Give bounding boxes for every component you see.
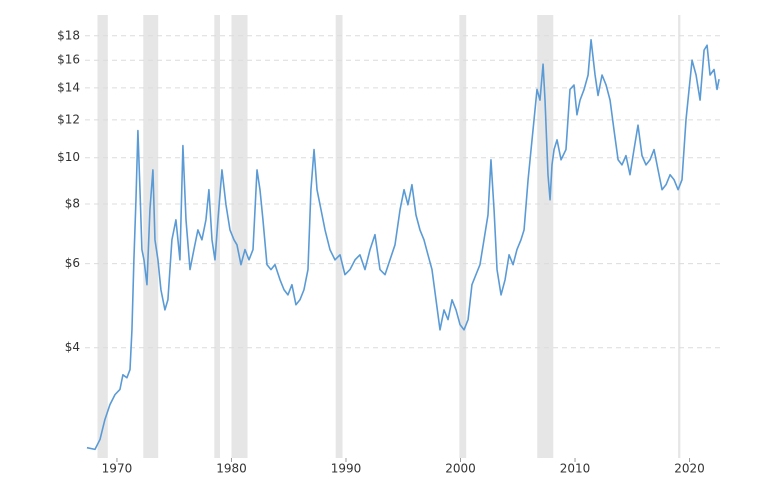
recession-band	[678, 15, 681, 458]
x-tick-label: 1990	[331, 462, 362, 476]
y-tick-label: $14	[57, 80, 80, 94]
y-tick-label: $12	[57, 112, 80, 126]
y-tick-label: $6	[65, 256, 80, 270]
price-line	[86, 38, 720, 451]
y-tick-label: $18	[57, 28, 80, 42]
x-tick-label: 1970	[102, 462, 133, 476]
recession-band	[231, 15, 248, 458]
y-tick-label: $8	[65, 196, 80, 210]
x-tick-label: 2020	[674, 462, 705, 476]
recession-band	[459, 15, 467, 458]
recession-band	[97, 15, 108, 458]
x-tick-label: 2010	[560, 462, 591, 476]
y-tick-label: $4	[65, 340, 80, 354]
y-tick-label: $10	[57, 150, 80, 164]
y-tick-label: $16	[57, 53, 80, 67]
x-tick-label: 2000	[445, 462, 476, 476]
x-tick-label: 1980	[216, 462, 247, 476]
recession-band	[537, 15, 554, 458]
recession-band	[143, 15, 159, 458]
recession-band	[335, 15, 343, 458]
